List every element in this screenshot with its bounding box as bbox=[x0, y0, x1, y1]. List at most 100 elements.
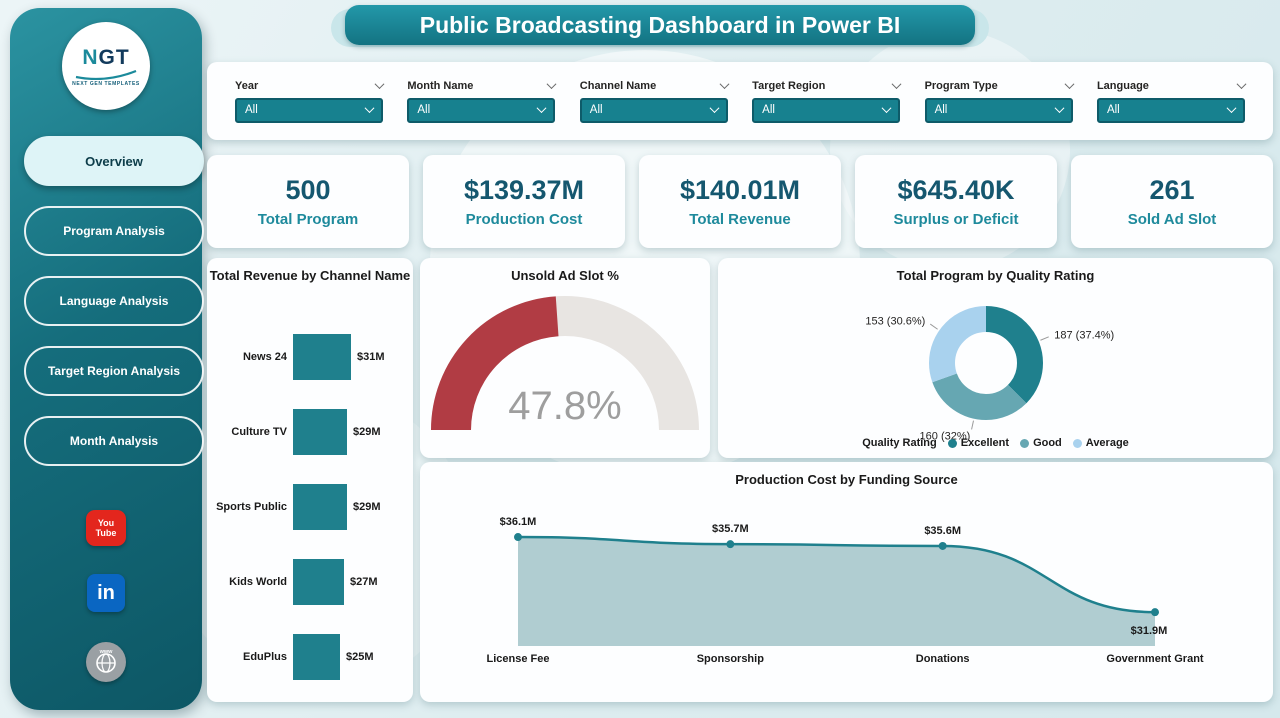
data-point-marker[interactable] bbox=[726, 540, 735, 549]
filter-selected-value: All bbox=[417, 104, 431, 116]
bar-category-label: News 24 bbox=[242, 351, 287, 364]
bar-news-24[interactable] bbox=[293, 334, 351, 381]
legend-item-good[interactable]: Good bbox=[1020, 437, 1062, 449]
svg-text:www: www bbox=[99, 649, 114, 655]
kpi-card-sold-ad-slot: 261 Sold Ad Slot bbox=[1071, 155, 1273, 248]
globe-glyph: www bbox=[96, 649, 116, 673]
chevron-down-icon[interactable] bbox=[374, 79, 385, 90]
data-point-marker[interactable] bbox=[514, 533, 522, 542]
chart-title: Production Cost by Funding Source bbox=[735, 472, 958, 487]
chevron-down-icon[interactable] bbox=[1236, 79, 1247, 90]
filter-channel-name: Channel Name All bbox=[579, 79, 730, 123]
data-point-marker[interactable] bbox=[938, 541, 947, 550]
bar-eduplus[interactable] bbox=[293, 633, 340, 680]
donut-callout-line bbox=[1040, 336, 1049, 341]
ngt-logo: NGT NEXT GEN TEMPLATES bbox=[62, 22, 150, 110]
sidebar-item-month-analysis[interactable]: Month Analysis bbox=[24, 416, 204, 466]
chevron-down-icon bbox=[709, 102, 720, 113]
filter-label: Year bbox=[235, 79, 259, 92]
sidebar-item-target-region-analysis[interactable]: Target Region Analysis bbox=[24, 346, 204, 396]
sidebar-item-label: Overview bbox=[85, 153, 143, 169]
unsold-ad-slot-panel: Unsold Ad Slot % 47.8% bbox=[420, 258, 710, 458]
x-axis-category-label: Government Grant bbox=[1106, 653, 1204, 665]
legend-title: Quality Rating bbox=[862, 437, 937, 449]
legend-item-excellent[interactable]: Excellent bbox=[947, 437, 1009, 449]
filter-selected-value: All bbox=[245, 104, 258, 116]
bar-value-label: $31M bbox=[357, 351, 385, 364]
kpi-card-total-revenue: $140.01M Total Revenue bbox=[639, 155, 841, 248]
filter-dropdown-year[interactable]: All bbox=[235, 97, 383, 123]
chart-title: Unsold Ad Slot % bbox=[511, 268, 619, 283]
chevron-down-icon[interactable] bbox=[891, 79, 902, 90]
filter-selected-value: All bbox=[762, 104, 775, 116]
filter-dropdown-month-name[interactable]: All bbox=[407, 97, 556, 123]
kpi-label: Total Program bbox=[257, 211, 359, 228]
quality-rating-panel: Total Program by Quality Rating 187 (37.… bbox=[718, 258, 1273, 458]
area-chart[interactable]: $36.1M License Fee $35.7M Sponsorship $35.6M… bbox=[420, 488, 1273, 700]
data-point-marker[interactable] bbox=[1151, 608, 1159, 617]
logo-text: NGT bbox=[82, 45, 130, 69]
youtube-label: You bbox=[97, 517, 115, 528]
chevron-down-icon[interactable] bbox=[719, 79, 730, 90]
chart-title: Total Revenue by Channel Name bbox=[209, 268, 411, 283]
legend-dot-icon bbox=[1072, 438, 1082, 448]
legend-item-average[interactable]: Average bbox=[1072, 437, 1129, 449]
data-point-label: $35.6M bbox=[924, 525, 961, 537]
gauge-fill-arc bbox=[431, 296, 560, 431]
chevron-down-icon[interactable] bbox=[546, 79, 557, 90]
data-point-label: $35.7M bbox=[712, 523, 749, 535]
page-title: Public Broadcasting Dashboard in Power B… bbox=[345, 5, 975, 45]
sidebar-item-label: Language Analysis bbox=[59, 294, 169, 308]
kpi-value: 261 bbox=[1149, 175, 1195, 205]
bar-value-label: $25M bbox=[346, 650, 374, 663]
kpi-card-surplus-or-deficit: $645.40K Surplus or Deficit bbox=[855, 155, 1057, 248]
donut-slice-average[interactable] bbox=[929, 306, 1043, 420]
bar-value-label: $29M bbox=[353, 426, 381, 439]
website-globe-icon[interactable]: www bbox=[86, 642, 126, 682]
logo-subtext: NEXT GEN TEMPLATES bbox=[72, 80, 140, 87]
donut-callout-label: 160 (32%) bbox=[920, 430, 971, 442]
chevron-down-icon bbox=[1226, 102, 1237, 113]
linkedin-icon[interactable]: in bbox=[87, 574, 125, 612]
sidebar-item-label: Program Analysis bbox=[63, 224, 165, 238]
bar-row: News 24 $31M bbox=[215, 320, 407, 395]
filter-selected-value: All bbox=[934, 104, 948, 116]
bar-value-label: $29M bbox=[353, 500, 381, 513]
x-axis-category-label: Donations bbox=[916, 653, 970, 665]
chart-title: Total Program by Quality Rating bbox=[896, 268, 1095, 283]
filter-dropdown-channel-name[interactable]: All bbox=[579, 97, 728, 123]
bar-sports-public[interactable] bbox=[293, 483, 347, 530]
bar-category-label: Sports Public bbox=[216, 500, 287, 513]
sidebar: NGT NEXT GEN TEMPLATES Overview Program … bbox=[10, 8, 204, 710]
chevron-down-icon bbox=[1054, 102, 1065, 113]
logo-swoosh-icon bbox=[75, 69, 137, 80]
sidebar-item-program-analysis[interactable]: Program Analysis bbox=[24, 206, 204, 256]
linkedin-label: in bbox=[97, 581, 115, 604]
kpi-value: $645.40K bbox=[897, 175, 1015, 205]
filter-label: Program Type bbox=[924, 79, 998, 92]
bar-culture-tv[interactable] bbox=[293, 409, 347, 456]
donut-chart[interactable]: 187 (37.4%) 160 (32%) 153 (30.6%) bbox=[718, 258, 1273, 458]
kpi-card-production-cost: $139.37M Production Cost bbox=[423, 155, 625, 248]
legend-name: Average bbox=[1085, 437, 1129, 449]
sidebar-item-overview[interactable]: Overview bbox=[24, 136, 204, 186]
bar-category-label: Culture TV bbox=[231, 426, 287, 439]
donut-legend: Quality Rating Excellent Good Average bbox=[718, 437, 1273, 449]
youtube-icon[interactable]: You Tube bbox=[86, 510, 126, 546]
donut-callout-label: 187 (37.4%) bbox=[1054, 329, 1114, 341]
x-axis-category-label: Sponsorship bbox=[697, 653, 765, 665]
filter-dropdown-program-type[interactable]: All bbox=[924, 97, 1073, 123]
page-title-text: Public Broadcasting Dashboard in Power B… bbox=[419, 11, 901, 38]
sidebar-item-language-analysis[interactable]: Language Analysis bbox=[24, 276, 204, 326]
chevron-down-icon[interactable] bbox=[1064, 79, 1075, 90]
filter-selected-value: All bbox=[1106, 104, 1120, 116]
filter-dropdown-language[interactable]: All bbox=[1096, 97, 1245, 123]
gauge-chart[interactable] bbox=[420, 258, 710, 458]
filter-dropdown-target-region[interactable]: All bbox=[752, 97, 901, 123]
donut-slice-good[interactable] bbox=[929, 306, 1043, 420]
sidebar-item-label: Target Region Analysis bbox=[47, 364, 181, 378]
bar-row: Kids World $27M bbox=[215, 544, 407, 619]
bar-kids-world[interactable] bbox=[293, 558, 344, 605]
chevron-down-icon bbox=[364, 102, 375, 113]
